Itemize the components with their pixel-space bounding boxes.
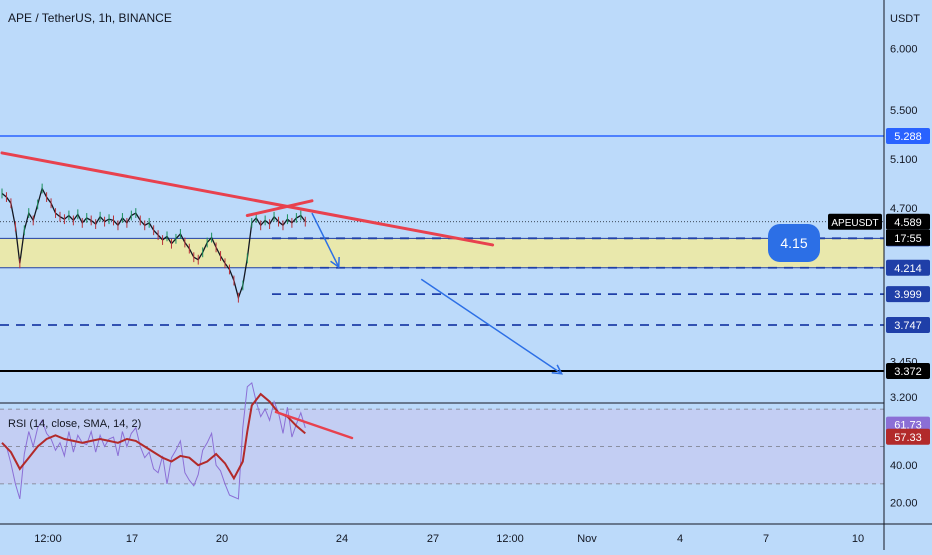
rsi-tick-label: 20.00 xyxy=(890,498,918,510)
price-level-badge: 4.214 xyxy=(894,263,922,275)
rsi-value-badge: 61.73 xyxy=(894,420,922,432)
time-tick-label: Nov xyxy=(577,533,597,545)
price-tick-label: 3.200 xyxy=(890,392,918,404)
projection-arrow xyxy=(311,212,340,268)
price-level-badge: 3.372 xyxy=(894,366,922,378)
price-tick-label: 5.500 xyxy=(890,105,918,117)
support-zone xyxy=(0,238,884,268)
time-tick-label: 12:00 xyxy=(496,533,524,545)
price-level-badge-box xyxy=(886,259,930,276)
target-callout-label: 4.15 xyxy=(780,235,807,251)
last-price-badge: 4.589 xyxy=(894,217,922,229)
symbol-tag-box xyxy=(828,213,882,230)
price-level-badge: 3.747 xyxy=(894,320,922,332)
last-price-badge-box xyxy=(886,213,930,230)
projection-arrowhead xyxy=(330,256,340,269)
price-level-badge: 5.288 xyxy=(894,131,922,143)
rsi-ma-badge-box xyxy=(886,428,930,445)
rsi-ma-line xyxy=(1,392,306,481)
projection-arrow xyxy=(420,278,563,375)
price-level-badge: 3.999 xyxy=(894,289,922,301)
symbol-tag: APEUSDT xyxy=(831,218,878,229)
price-tick-label: 4.700 xyxy=(890,203,918,215)
time-tick-label: 12:00 xyxy=(34,533,62,545)
projection-arrowhead xyxy=(551,364,564,375)
time-tick-label: 20 xyxy=(216,533,228,545)
target-callout xyxy=(768,224,820,262)
trendline xyxy=(245,199,314,218)
rsi-ma-badge: 57.33 xyxy=(894,432,922,444)
rsi-legend: RSI (14, close, SMA, 14, 2) xyxy=(8,418,141,430)
price-level-badge-box xyxy=(886,286,930,303)
time-tick-label: 10 xyxy=(852,533,864,545)
price-axis-unit: USDT xyxy=(890,13,920,25)
chart-title: APE / TetherUS, 1h, BINANCE xyxy=(8,11,172,25)
price-tick-label: 6.000 xyxy=(890,44,918,56)
price-level-badge-box xyxy=(886,128,930,145)
time-tick-label: 17 xyxy=(126,533,138,545)
rsi-line xyxy=(1,381,306,500)
time-tick-label: 24 xyxy=(336,533,348,545)
countdown-box xyxy=(886,229,930,246)
time-tick-label: 7 xyxy=(763,533,769,545)
price-level-badge-box xyxy=(886,317,930,334)
price-tick-label: 5.100 xyxy=(890,154,918,166)
time-tick-label: 27 xyxy=(427,533,439,545)
rsi-tick-label: 40.00 xyxy=(890,460,918,472)
price-level-badge-box xyxy=(886,363,930,380)
rsi-value-badge-box xyxy=(886,416,930,433)
countdown-label: 17:55 xyxy=(894,233,922,245)
rsi-trendline xyxy=(274,410,354,440)
trendline xyxy=(0,151,495,247)
time-tick-label: 4 xyxy=(677,533,683,545)
